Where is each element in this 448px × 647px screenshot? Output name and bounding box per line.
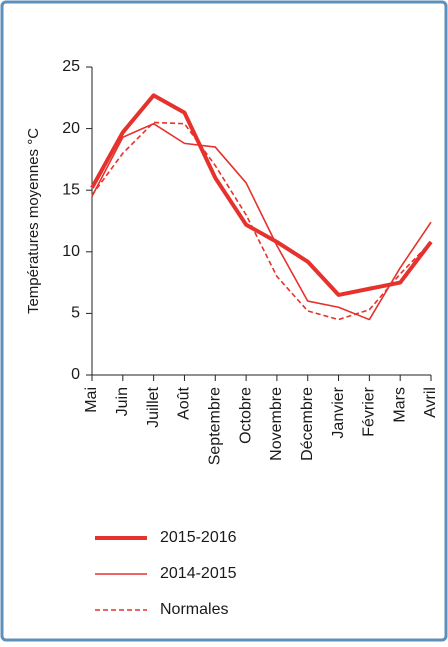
y-tick-label: 0 bbox=[71, 366, 80, 383]
y-tick-label: 20 bbox=[62, 120, 80, 137]
x-tick-label: Décembre bbox=[299, 387, 316, 461]
y-tick-label: 5 bbox=[71, 305, 80, 322]
x-tick-label: Mars bbox=[391, 387, 408, 423]
x-tick-label: Juin bbox=[114, 387, 131, 416]
y-tick-label: 10 bbox=[62, 243, 80, 260]
x-tick-label: Janvier bbox=[330, 386, 347, 438]
y-tick-label: 15 bbox=[62, 181, 80, 198]
x-tick-label: Avril bbox=[422, 387, 439, 418]
series-line bbox=[90, 93, 433, 297]
x-tick-label: Août bbox=[176, 386, 193, 419]
series-line bbox=[91, 122, 432, 321]
x-tick-label: Mai bbox=[83, 387, 100, 413]
x-tick-label: Juillet bbox=[145, 386, 162, 427]
legend-label: 2014-2015 bbox=[160, 565, 237, 582]
series-line bbox=[91, 121, 432, 321]
x-tick-label: Octobre bbox=[237, 387, 254, 444]
y-tick-label: 25 bbox=[62, 58, 80, 75]
x-tick-label: Novembre bbox=[268, 387, 285, 461]
legend-label: 2015-2016 bbox=[160, 529, 237, 546]
x-tick-label: Septembre bbox=[206, 387, 223, 465]
x-tick-label: Février bbox=[361, 386, 378, 436]
y-axis-label: Températures moyennes °C bbox=[25, 128, 42, 314]
legend-label: Normales bbox=[160, 601, 228, 618]
